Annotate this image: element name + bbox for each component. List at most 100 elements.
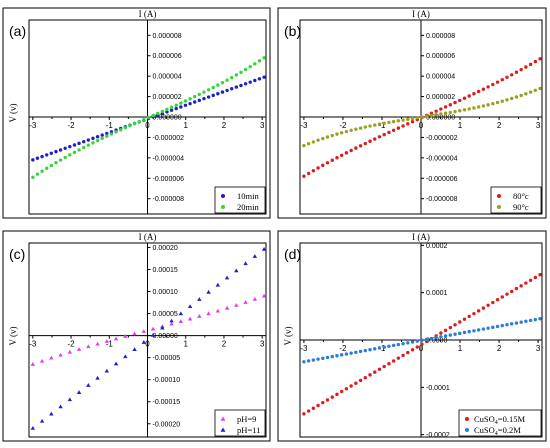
data-point xyxy=(481,327,486,331)
data-point xyxy=(330,133,334,138)
data-point xyxy=(63,155,67,160)
data-point xyxy=(95,135,100,139)
data-point xyxy=(415,339,419,343)
x-tick-label: -1 xyxy=(106,340,114,349)
data-point xyxy=(363,125,368,129)
data-point xyxy=(261,246,267,251)
legend-label: pH=11 xyxy=(237,425,260,435)
x-tick-label: 2 xyxy=(497,121,502,130)
data-point xyxy=(224,305,230,310)
data-point xyxy=(76,347,82,351)
data-point xyxy=(538,57,542,61)
legend-marker xyxy=(465,417,469,421)
data-point xyxy=(91,141,95,145)
x-tick-label: -2 xyxy=(339,121,347,130)
data-point xyxy=(439,107,443,111)
data-point xyxy=(391,119,396,124)
data-point xyxy=(514,321,519,325)
data-point xyxy=(377,135,382,139)
data-point xyxy=(401,118,405,122)
x-tick-label: -1 xyxy=(106,121,114,130)
series-20min xyxy=(31,56,266,179)
data-point xyxy=(262,56,266,60)
legend-marker xyxy=(220,427,226,432)
data-point xyxy=(306,359,311,363)
x-tick-label: -3 xyxy=(29,121,37,130)
data-point xyxy=(137,119,141,124)
data-point xyxy=(406,341,410,345)
data-point xyxy=(330,158,334,162)
data-point xyxy=(510,322,514,326)
data-point xyxy=(453,323,457,327)
y-tick-label: -0.000002 xyxy=(426,135,458,142)
data-point xyxy=(495,298,500,302)
data-point xyxy=(528,318,533,323)
data-point xyxy=(443,111,448,115)
data-point xyxy=(325,161,330,165)
data-point xyxy=(311,140,316,144)
data-point xyxy=(500,323,504,328)
x-tick-label: 1 xyxy=(458,121,463,130)
data-point xyxy=(54,149,58,154)
x-axis-label: I (A) xyxy=(412,9,430,19)
data-point xyxy=(443,105,448,109)
data-point xyxy=(58,148,63,152)
data-point xyxy=(197,297,202,301)
data-point xyxy=(100,136,104,141)
legend-marker xyxy=(497,205,501,209)
data-point xyxy=(495,80,500,84)
data-point xyxy=(169,108,174,112)
data-point xyxy=(491,300,495,305)
data-point xyxy=(142,117,146,122)
panel-label: (a) xyxy=(9,23,26,39)
data-point xyxy=(306,409,311,413)
y-tick-label: 0.000006 xyxy=(426,53,455,60)
data-point xyxy=(368,139,372,143)
data-point xyxy=(91,136,95,141)
data-point xyxy=(82,145,86,150)
data-point xyxy=(132,121,137,126)
data-point xyxy=(472,92,476,96)
data-point xyxy=(174,103,178,107)
data-point xyxy=(415,345,419,349)
y-tick-label: -0.000002 xyxy=(153,135,185,142)
data-point xyxy=(524,65,528,69)
chart-panel-2: -3 -2 -1 0 1 2 3 0.000008 0.000006 0.000004 0.0000… xyxy=(277,7,547,219)
data-point xyxy=(406,122,410,126)
data-point xyxy=(387,344,391,348)
data-point xyxy=(49,355,54,360)
data-point xyxy=(462,317,467,321)
data-point xyxy=(339,131,344,135)
data-point xyxy=(420,115,424,119)
data-point xyxy=(44,153,49,157)
y-axis-label: V (v) xyxy=(283,326,293,345)
data-point xyxy=(387,362,391,366)
data-point xyxy=(243,82,248,86)
y-tick-label: 0.000004 xyxy=(426,74,455,81)
data-point xyxy=(248,80,252,84)
data-point xyxy=(358,144,363,148)
data-point xyxy=(95,138,100,143)
data-point xyxy=(467,94,471,98)
panel-frame xyxy=(2,7,271,219)
data-point xyxy=(406,117,410,121)
data-point xyxy=(448,325,453,330)
data-point xyxy=(538,317,542,321)
data-point xyxy=(349,384,353,388)
data-point xyxy=(262,75,266,79)
data-point xyxy=(443,334,448,338)
data-point xyxy=(373,370,377,374)
data-point xyxy=(67,397,73,402)
chart-panel-4: -3 -2 -1 0 1 2 3 0.0002 0.0001 0.0000 -0.0001 -0.00… xyxy=(277,230,547,442)
data-point xyxy=(215,282,221,287)
data-point xyxy=(187,304,193,309)
x-tick-label: 3 xyxy=(260,340,265,349)
data-point xyxy=(335,156,339,160)
x-tick-label: 0 xyxy=(419,344,424,353)
data-point xyxy=(225,78,229,82)
y-tick-label: -0.000004 xyxy=(426,155,458,162)
data-point xyxy=(358,378,363,383)
data-point xyxy=(239,83,243,88)
x-tick-label: -1 xyxy=(378,344,386,353)
